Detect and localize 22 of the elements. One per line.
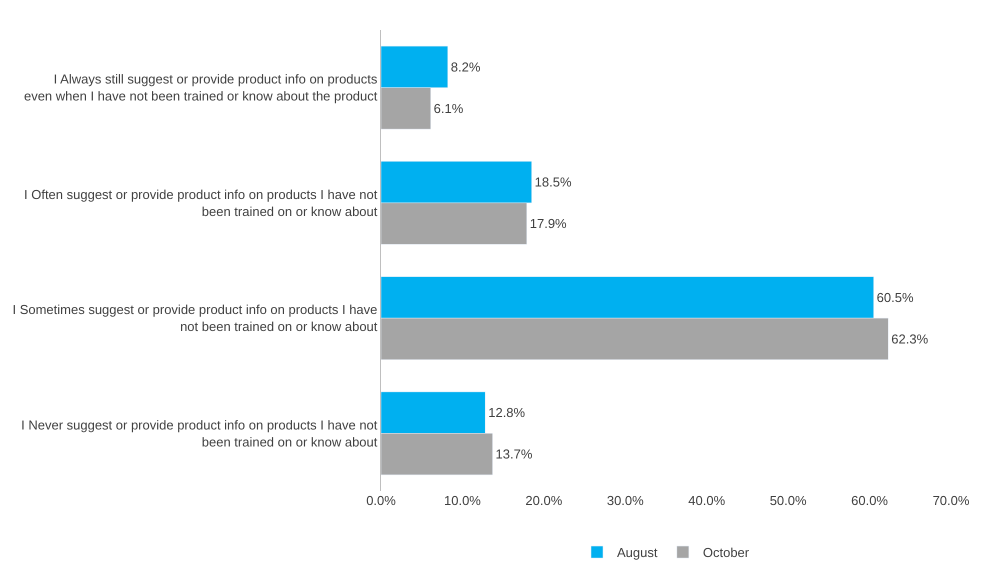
y-tick-label: I Sometimes suggest or provide product info on products I have not been trained on or know about — [12, 302, 378, 334]
x-tick-label: 20.0% — [525, 493, 563, 508]
y-tick-label: I Always still suggest or provide product info on products even when I have not been trained or know about the product — [24, 72, 378, 104]
x-tick-label: 0.0% — [366, 493, 396, 508]
data-label: 12.8% — [488, 405, 526, 420]
legend-label: October — [702, 545, 750, 560]
legend-label: August — [617, 545, 658, 560]
x-tick-label: 10.0% — [444, 493, 482, 508]
data-label: 6.1% — [434, 100, 464, 116]
x-tick-label: 40.0% — [688, 493, 726, 508]
data-label: 13.7% — [496, 446, 533, 462]
y-tick-label: I Often suggest or provide product info on products I have not been trained on or know about — [24, 186, 378, 219]
x-tick-label: 50.0% — [770, 493, 808, 508]
data-label: 8.2% — [450, 59, 481, 74]
x-tick-label: 60.0% — [851, 493, 888, 508]
y-tick-label: I Never suggest or provide product info on products I have not been trained on or know about — [21, 417, 378, 450]
data-label: 60.5% — [876, 290, 914, 305]
data-label: 62.3% — [891, 331, 929, 346]
x-tick-label: 30.0% — [606, 493, 644, 508]
x-tick-label: 70.0% — [932, 493, 970, 508]
data-label: 17.9% — [530, 216, 568, 232]
data-label: 18.5% — [534, 174, 572, 190]
